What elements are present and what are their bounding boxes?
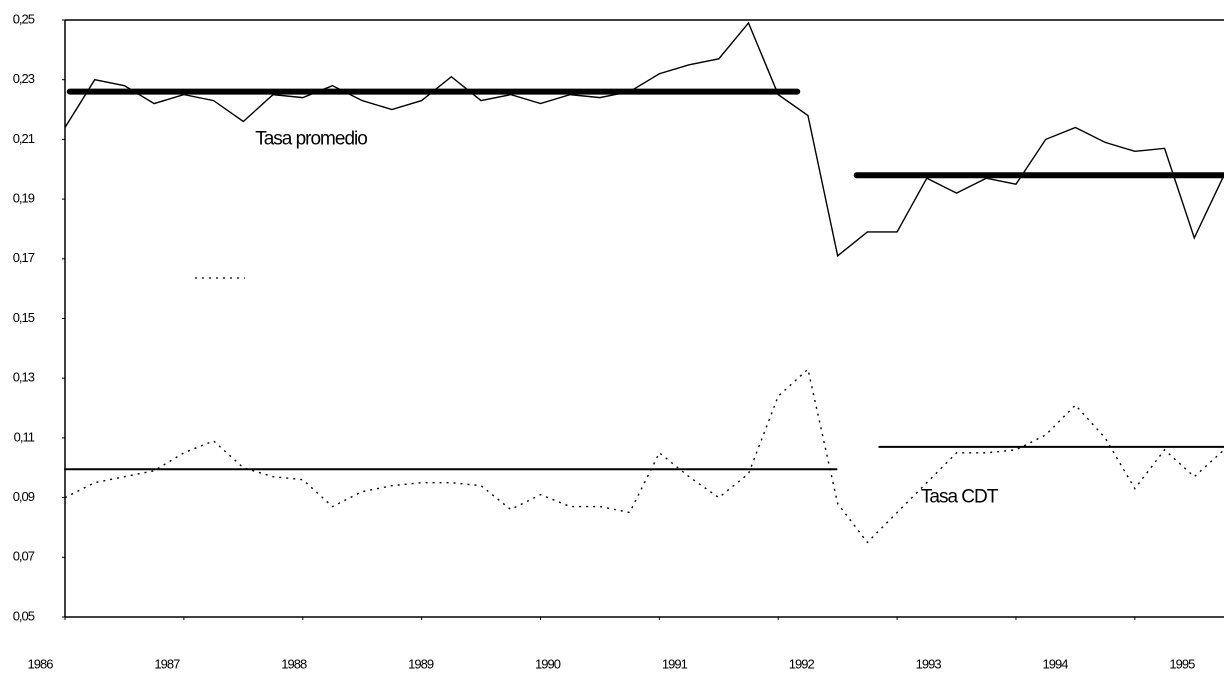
x-tick-label: 1994	[1043, 656, 1069, 671]
y-tick-label: 0,09	[13, 489, 35, 504]
x-tick-label: 1988	[281, 656, 307, 671]
y-tick-label: 0,25	[13, 11, 35, 26]
y-tick-label: 0,21	[13, 131, 35, 146]
series-line	[64, 367, 1224, 544]
y-tick-label: 0,07	[13, 549, 35, 564]
x-tick-label: 1986	[28, 656, 54, 671]
y-tick-label: 0,11	[14, 429, 35, 444]
y-tick-label: 0,19	[13, 191, 35, 206]
x-tick-label: 1995	[1169, 656, 1195, 671]
y-tick-label: 0,05	[13, 608, 35, 623]
x-tick-label: 1993	[916, 656, 942, 671]
y-tick-label: 0,13	[13, 370, 35, 385]
annotation: Tasa promedio	[255, 128, 367, 149]
series-line	[64, 21, 1224, 258]
x-tick-label: 1992	[789, 656, 815, 671]
x-tick-label: 1987	[154, 656, 180, 671]
y-tick-label: 0,15	[13, 310, 35, 325]
y-tick-label: 0,23	[13, 71, 35, 86]
y-tick-label: 0,17	[13, 250, 35, 265]
x-tick-label: 1990	[535, 656, 561, 671]
x-tick-label: 1989	[408, 656, 434, 671]
annotation: Tasa CDT	[921, 487, 999, 508]
x-tick-label: 1991	[662, 656, 688, 671]
